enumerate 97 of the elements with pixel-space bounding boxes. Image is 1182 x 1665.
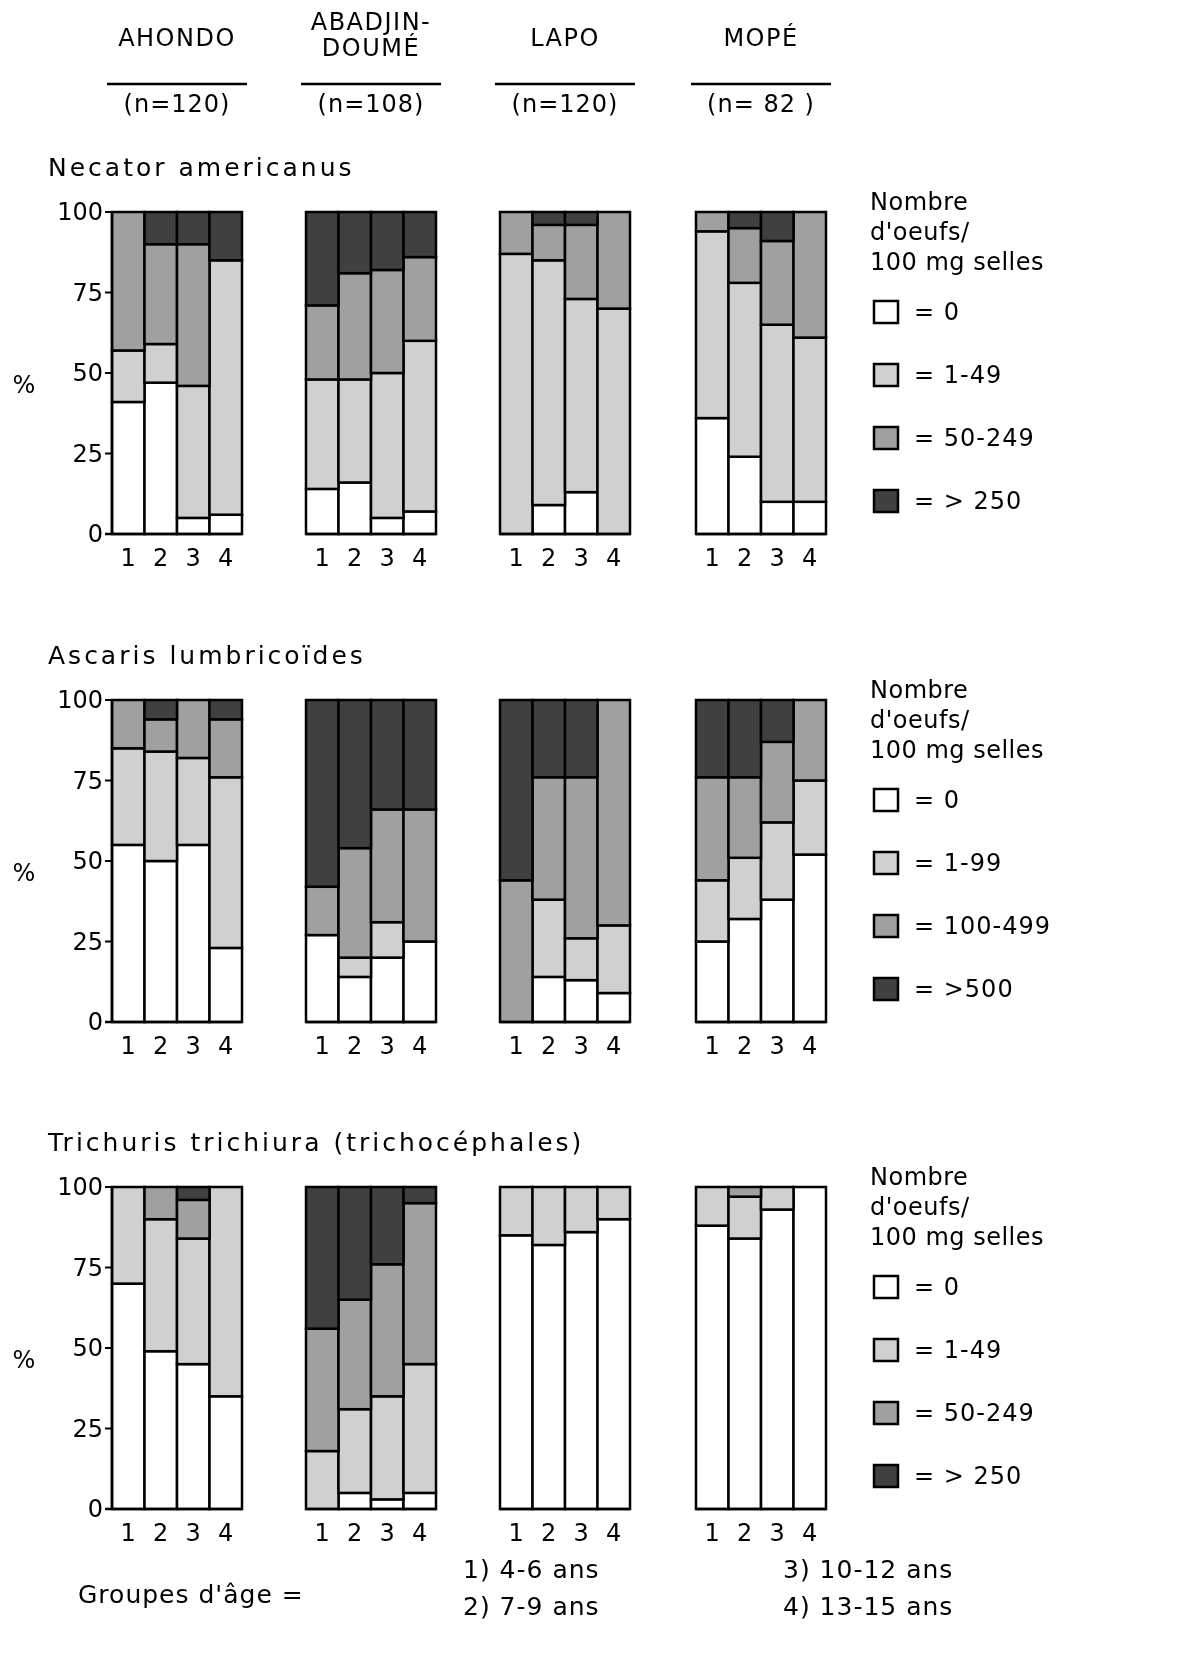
y-tick-label: 75 (72, 1253, 103, 1282)
y-axis-title: % (12, 859, 36, 887)
y-tick-label: 100 (57, 686, 103, 715)
legend-title: Nombre d'oeufs/ 100 mg selles (870, 676, 1045, 764)
text: 4) 13-15 ans (783, 1592, 954, 1621)
x-tick-label: 4 (218, 1519, 234, 1547)
y-tick-label: 0 (87, 520, 103, 549)
chart-title: LAPO (530, 24, 600, 52)
text: 2) 7-9 ans (463, 1592, 600, 1621)
x-tick-label: 1 (508, 1519, 524, 1547)
x-tick-label: 3 (185, 1032, 201, 1060)
x-tick-label: 2 (541, 1519, 557, 1547)
chart-title: MOPÉ (723, 23, 799, 52)
x-tick-label: 4 (802, 1519, 818, 1547)
x-tick-label: 1 (314, 1032, 330, 1060)
x-tick-label: 2 (737, 1519, 753, 1547)
y-tick-label: 25 (72, 439, 103, 468)
y-tick-label: 0 (87, 1008, 103, 1037)
x-tick-label: 1 (704, 544, 720, 572)
x-tick-label: 2 (347, 1519, 363, 1547)
x-tick-label: 2 (737, 1032, 753, 1060)
x-tick-label: 3 (379, 544, 395, 572)
x-tick-label: 4 (218, 1032, 234, 1060)
x-tick-label: 4 (606, 1032, 622, 1060)
x-tick-label: 1 (314, 1519, 330, 1547)
legend-label: = >500 (914, 975, 1014, 1004)
y-tick-label: 25 (72, 927, 103, 956)
legend-title: Nombre d'oeufs/ 100 mg selles (870, 1163, 1045, 1251)
y-tick-label: 75 (72, 278, 103, 307)
legend-title: Nombre d'oeufs/ 100 mg selles (870, 188, 1045, 276)
x-tick-label: 3 (379, 1519, 395, 1547)
x-tick-label: 4 (218, 544, 234, 572)
x-tick-label: 3 (573, 1519, 589, 1547)
x-tick-label: 2 (347, 1032, 363, 1060)
legend-label: = 1-99 (914, 849, 1003, 878)
legend-label: = > 250 (914, 487, 1023, 516)
x-tick-label: 1 (704, 1519, 720, 1547)
legend-label: = 50-249 (914, 424, 1035, 453)
text: 1) 4-6 ans (463, 1555, 600, 1584)
x-tick-label: 4 (412, 1519, 428, 1547)
x-tick-label: 1 (704, 1032, 720, 1060)
x-tick-label: 2 (737, 544, 753, 572)
y-axis-title: % (12, 1346, 36, 1374)
chart-subtitle: (n=108) (317, 90, 425, 118)
x-tick-label: 3 (379, 1032, 395, 1060)
y-tick-label: 25 (72, 1414, 103, 1443)
x-tick-label: 1 (314, 544, 330, 572)
y-tick-label: 50 (72, 1334, 103, 1363)
chart-subtitle: (n=120) (123, 90, 231, 118)
y-axis-title: % (12, 371, 36, 399)
text: Trichuris trichiura (trichocéphales) (47, 1128, 585, 1157)
x-tick-label: 3 (769, 544, 785, 572)
y-tick-label: 100 (57, 1173, 103, 1202)
x-tick-label: 4 (606, 544, 622, 572)
y-tick-label: 100 (57, 198, 103, 227)
x-tick-label: 2 (541, 544, 557, 572)
x-tick-label: 4 (412, 544, 428, 572)
x-tick-label: 3 (769, 1032, 785, 1060)
legend-label: = 0 (914, 786, 961, 815)
x-tick-label: 1 (508, 1032, 524, 1060)
chart-subtitle: (n=120) (511, 90, 619, 118)
x-tick-label: 1 (508, 544, 524, 572)
x-tick-label: 3 (573, 1032, 589, 1060)
text: Groupes d'âge = (78, 1580, 304, 1609)
x-tick-label: 2 (153, 544, 169, 572)
chart-title: AHONDO (118, 24, 236, 52)
x-tick-label: 4 (802, 1032, 818, 1060)
text: Ascaris lumbricoïdes (48, 641, 366, 670)
x-tick-label: 1 (120, 544, 136, 572)
text: Necator americanus (48, 153, 355, 182)
legend-label: = 1-49 (914, 361, 1003, 390)
x-tick-label: 4 (412, 1032, 428, 1060)
legend-label: = 50-249 (914, 1399, 1035, 1428)
text: 3) 10-12 ans (783, 1555, 954, 1584)
chart-title: ABADJIN-DOUMÉ (310, 8, 432, 62)
legend-label: = 0 (914, 1273, 961, 1302)
y-tick-label: 0 (87, 1495, 103, 1524)
x-tick-label: 2 (153, 1032, 169, 1060)
x-tick-label: 3 (185, 544, 201, 572)
x-tick-label: 3 (185, 1519, 201, 1547)
x-tick-label: 1 (120, 1519, 136, 1547)
y-tick-label: 50 (72, 359, 103, 388)
x-tick-label: 2 (153, 1519, 169, 1547)
chart-subtitle: (n= 82 ) (707, 90, 815, 118)
x-tick-label: 3 (573, 544, 589, 572)
legend-label: = 1-49 (914, 1336, 1003, 1365)
x-tick-label: 4 (606, 1519, 622, 1547)
x-tick-label: 2 (541, 1032, 557, 1060)
legend-label: = > 250 (914, 1462, 1023, 1491)
y-tick-label: 50 (72, 847, 103, 876)
legend-label: = 100-499 (914, 912, 1052, 941)
x-tick-label: 1 (120, 1032, 136, 1060)
legend-label: = 0 (914, 298, 961, 327)
x-tick-label: 4 (802, 544, 818, 572)
x-tick-label: 3 (769, 1519, 785, 1547)
x-tick-label: 2 (347, 544, 363, 572)
y-tick-label: 75 (72, 766, 103, 795)
